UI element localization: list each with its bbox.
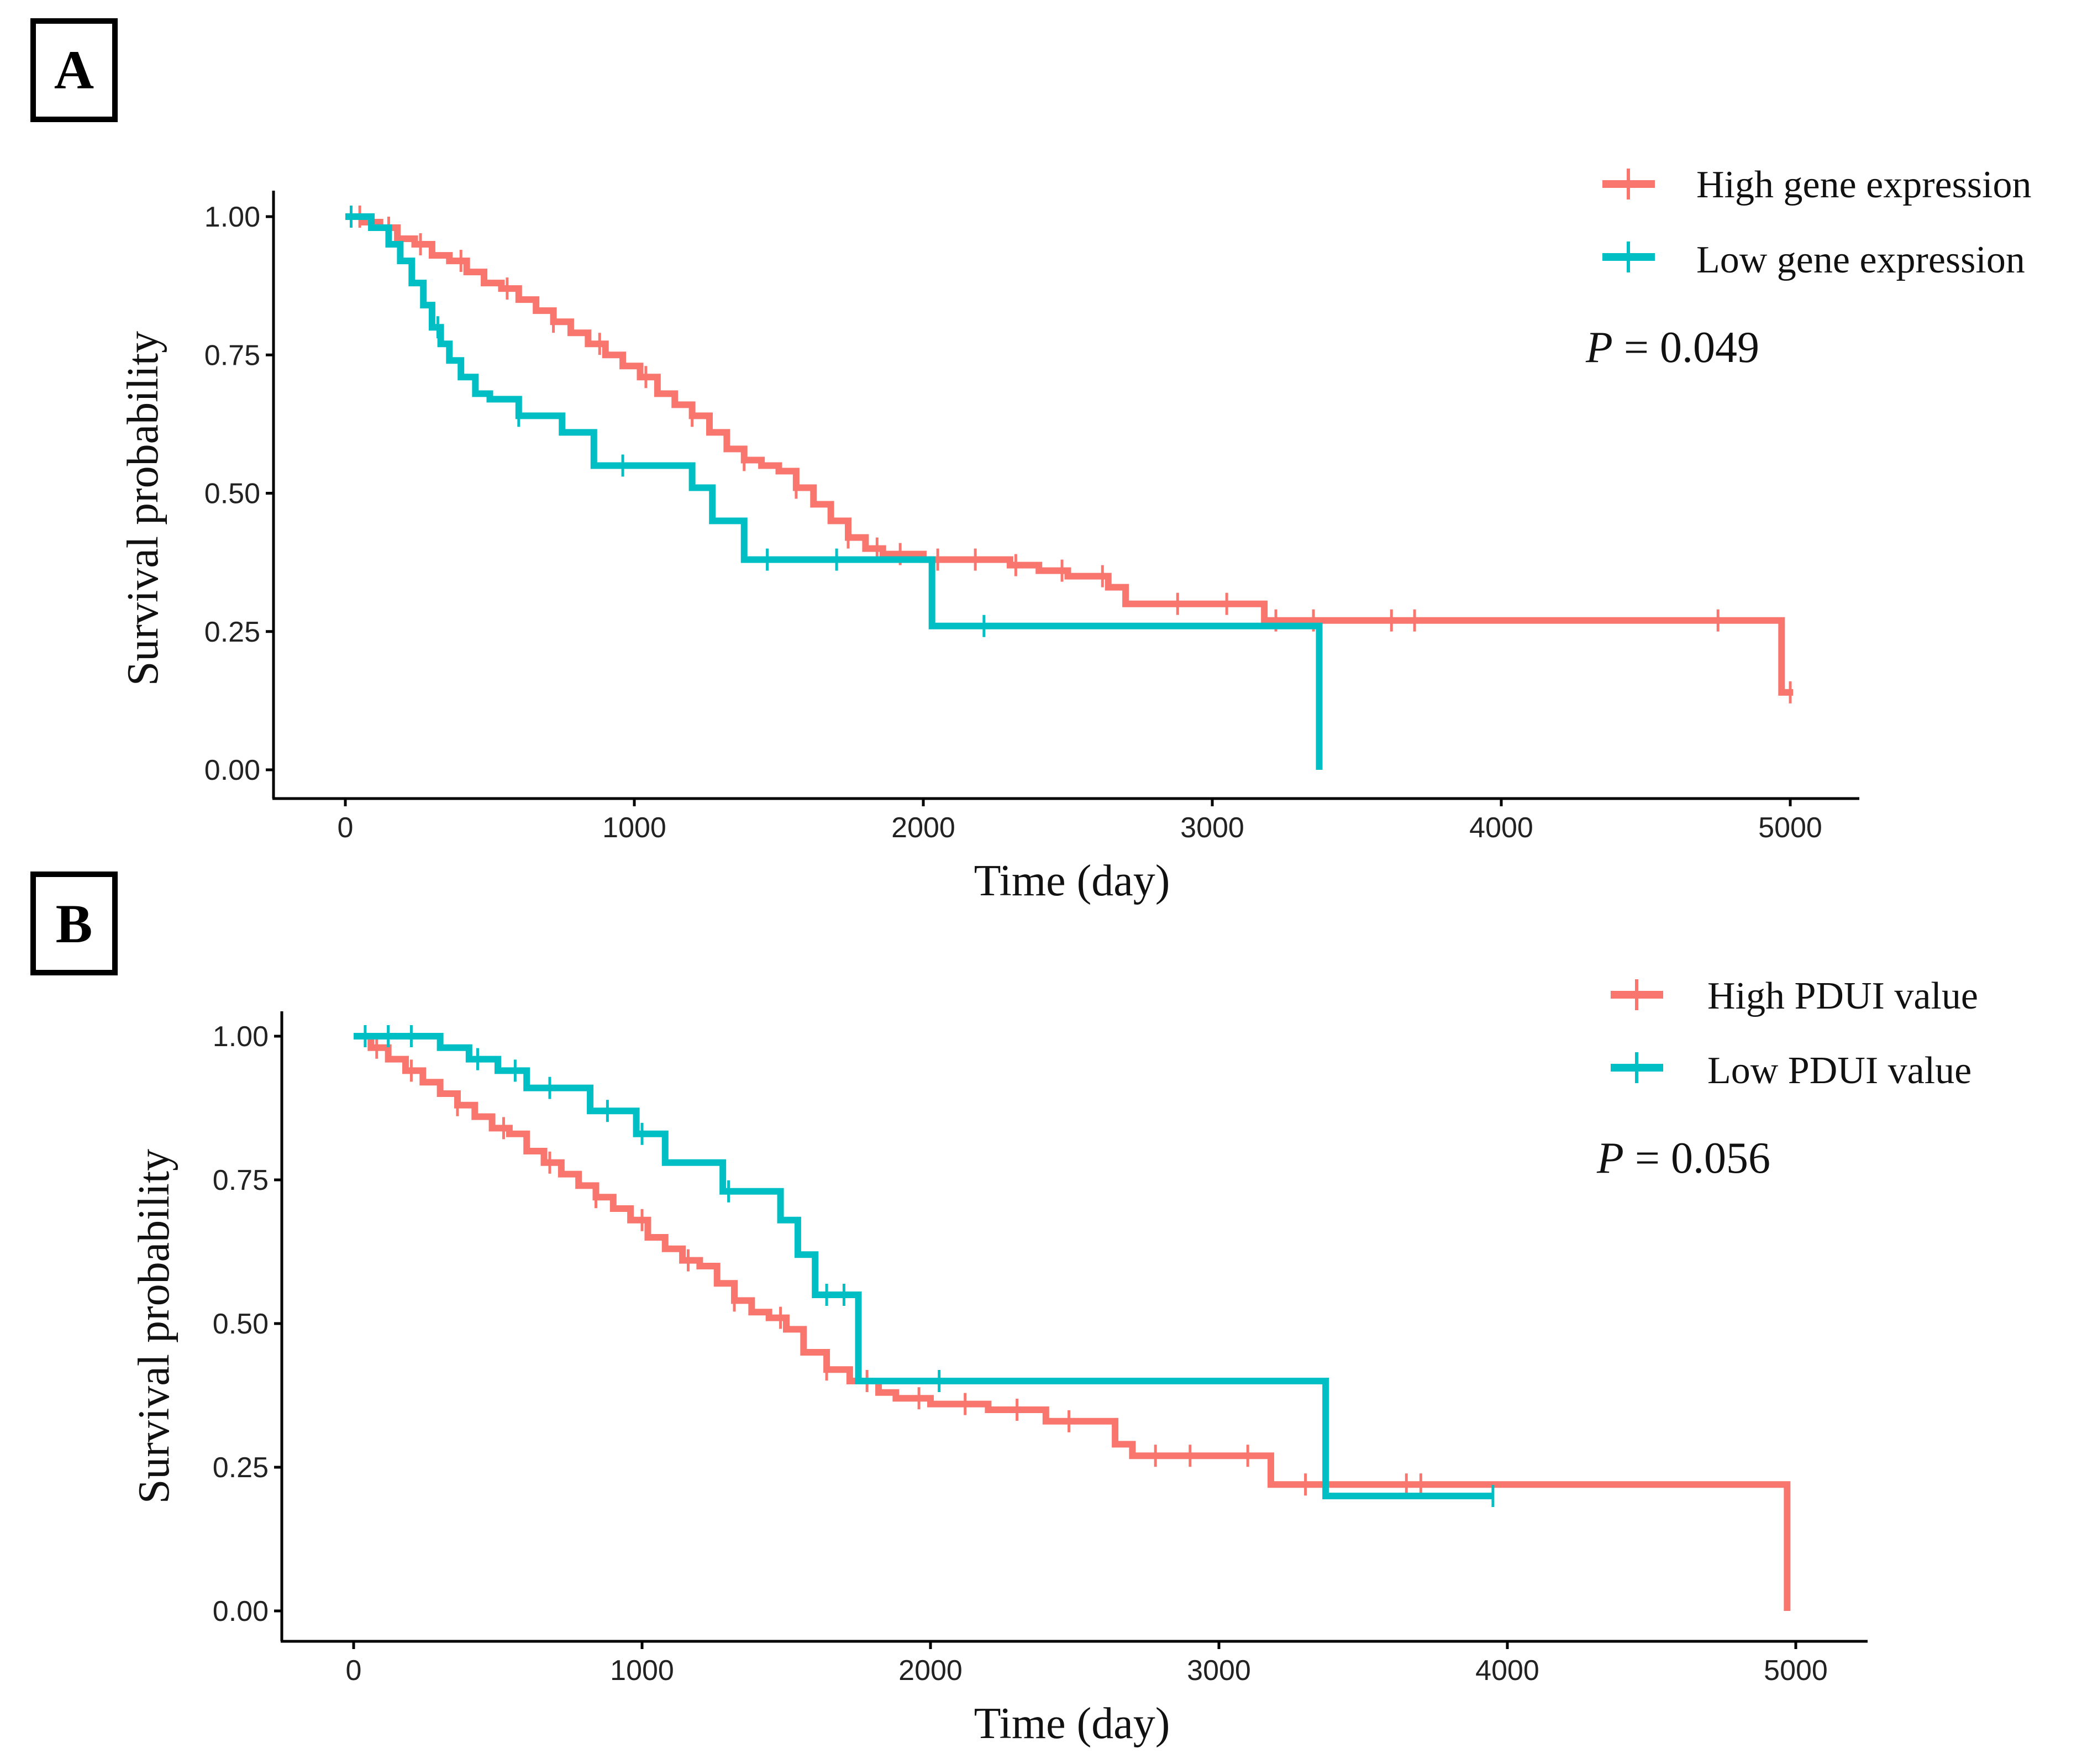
legend-label-high-pdui: High PDUI value: [1707, 975, 1978, 1017]
p-value-a: P = 0.049: [1585, 323, 1759, 372]
survival-curve-high-gene-expression: [345, 213, 1794, 696]
x-tick-label-a: 1000: [602, 812, 666, 844]
curves-a: [345, 206, 1794, 770]
x-tick-label-b: 0: [346, 1655, 362, 1687]
x-tick-label-a: 3000: [1180, 812, 1244, 844]
y-ticks-b: 0.00 0.25 0.50 0.75 1.00: [213, 1021, 282, 1628]
survival-curve-low-pdui-value: [354, 1033, 1493, 1499]
y-tick-label-a: 0.00: [204, 754, 260, 786]
y-ticks-a: 0.00 0.25 0.50 0.75 1.00: [204, 201, 274, 786]
x-tick-label-a: 4000: [1469, 812, 1533, 844]
panel-label-b: B: [56, 893, 93, 954]
x-tick-label-b: 2000: [898, 1655, 963, 1687]
panel-label-a-box: [30, 18, 118, 122]
y-tick-label-a: 1.00: [204, 201, 260, 233]
y-axis-title-a: Survival probability: [119, 331, 167, 686]
y-axis-title-b: Survival probability: [130, 1149, 178, 1504]
survival-curve-low-gene-expression: [345, 213, 1323, 770]
legend-label-high-gene: High gene expression: [1696, 164, 2032, 206]
panel-label-b-box: [30, 872, 118, 975]
y-tick-label-a: 0.75: [204, 339, 260, 371]
x-tick-label-b: 4000: [1475, 1655, 1539, 1687]
legend-a: High gene expression Low gene expression: [1602, 164, 2032, 281]
p-value-b: P = 0.056: [1596, 1134, 1770, 1183]
panel-a: A 0.00 0.25 0.50 0.75 1.00 0 1000 2000 3000 4000…: [30, 18, 2032, 905]
legend-key-low-pdui: [1611, 1052, 1663, 1083]
y-tick-label-b: 0.75: [213, 1164, 269, 1196]
x-tick-label-b: 1000: [610, 1655, 674, 1687]
x-axis-title-a: Time (day): [974, 857, 1170, 905]
legend-key-high-pdui: [1611, 979, 1663, 1010]
legend-b: High PDUI value Low PDUI value: [1611, 975, 1978, 1092]
x-tick-label-b: 5000: [1764, 1655, 1828, 1687]
x-tick-label-a: 0: [338, 812, 354, 844]
y-tick-label-b: 0.25: [213, 1452, 269, 1484]
legend-key-low-gene: [1602, 242, 1655, 272]
y-tick-label-a: 0.50: [204, 478, 260, 510]
curves-b: [354, 1025, 1791, 1611]
survival-curve-high-pdui-value: [354, 1033, 1791, 1611]
legend-label-low-pdui: Low PDUI value: [1707, 1049, 1971, 1092]
x-ticks-b: 0 1000 2000 3000 4000 5000: [346, 1641, 1828, 1687]
x-axis-title-b: Time (day): [974, 1699, 1170, 1748]
x-tick-label-a: 2000: [891, 812, 955, 844]
y-tick-label-a: 0.25: [204, 616, 260, 648]
x-tick-label-b: 3000: [1187, 1655, 1251, 1687]
panel-b: B 0.00 0.25 0.50 0.75 1.00 0 1000 2000 3000 4000…: [30, 872, 1978, 1748]
panel-label-a: A: [54, 39, 94, 101]
legend-label-low-gene: Low gene expression: [1696, 239, 2025, 281]
y-tick-label-b: 0.50: [213, 1308, 269, 1340]
x-tick-label-a: 5000: [1758, 812, 1822, 844]
legend-key-high-gene: [1602, 169, 1655, 200]
x-ticks-a: 0 1000 2000 3000 4000 5000: [338, 799, 1822, 844]
y-tick-label-b: 1.00: [213, 1021, 269, 1053]
y-tick-label-b: 0.00: [213, 1595, 269, 1628]
